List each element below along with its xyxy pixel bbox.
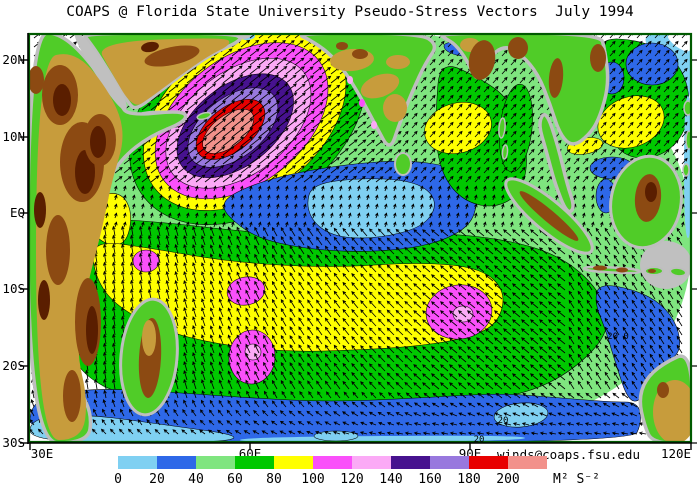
map-shape: [648, 269, 656, 273]
map-shape: [86, 306, 98, 354]
map-shape: [657, 382, 669, 398]
plot-title: COAPS @ Florida State University Pseudo-…: [66, 4, 634, 20]
colorbar-segment: [196, 456, 235, 469]
colorbar-tick-value: 100: [301, 472, 325, 487]
contour-label: 20: [473, 435, 485, 445]
map-shape: [501, 144, 509, 160]
map-shape: [34, 192, 46, 228]
map-shape: [28, 66, 44, 94]
colorbar-segment: [391, 456, 430, 469]
map-shape: [424, 102, 492, 154]
lat-tick-label: EQ: [9, 205, 25, 220]
lon-tick-label: 30E: [30, 446, 54, 461]
map-shape: [371, 121, 377, 129]
map-frame-and-ticks: [20, 32, 697, 450]
map-shape: [667, 33, 692, 52]
lat-tick-label: 20S: [2, 358, 25, 373]
map-shape: [519, 191, 579, 241]
colorbar-tick-value: 80: [266, 472, 282, 487]
map-shape: [63, 370, 81, 422]
colorbar-segment: [508, 456, 547, 469]
map-shape: [508, 37, 528, 59]
lat-tick-label: 20N: [2, 52, 25, 67]
lat-tick-label: 10N: [2, 129, 25, 144]
contour-label: 20 0: [607, 332, 629, 342]
map-shape: [141, 41, 159, 53]
lat-tick-label: 10S: [2, 281, 25, 296]
map-shape: [336, 42, 348, 50]
map-shape: [240, 435, 525, 443]
lat-tick-label: 30S: [2, 435, 25, 450]
colorbar-tick-value: 20: [149, 472, 165, 487]
colorbar-segment: [274, 456, 313, 469]
colorbar-segment: [352, 456, 391, 469]
map-shape: [90, 126, 106, 158]
map-shape: [359, 99, 365, 107]
island-socotra: [196, 111, 212, 121]
map-shape: [307, 178, 435, 239]
colorbar-tick-value: 40: [188, 472, 204, 487]
colorbar-segment: [430, 456, 469, 469]
map-shape: [144, 45, 200, 67]
map-shape: [625, 42, 679, 86]
map-shape: [38, 280, 50, 320]
plot-border: [27, 32, 693, 444]
red-sea-nodata: [74, 33, 127, 110]
colorbar-segment: [235, 456, 274, 469]
lon-tick-label: 120E: [660, 446, 692, 461]
colorbar-segment: [313, 456, 352, 469]
map-shape: [383, 94, 407, 122]
map-shape: [593, 265, 607, 271]
colorbar-tick-value: 200: [496, 472, 520, 487]
map-shape: [132, 249, 160, 273]
map-shape: [669, 266, 687, 278]
map-shape: [75, 150, 95, 194]
colorbar-segment: [469, 456, 508, 469]
map-shape: [46, 215, 70, 285]
map-shape: [616, 267, 628, 273]
colorbar-segment: [157, 456, 196, 469]
colorbar-tick-value: 140: [379, 472, 403, 487]
map-shape: [53, 84, 71, 116]
map-shape: [360, 73, 400, 99]
map-shape: [493, 402, 549, 428]
map-shape: [468, 40, 496, 80]
colorbar-unit: M² S⁻²: [553, 472, 600, 487]
colorbar: [118, 456, 547, 469]
map-shape: [682, 163, 690, 177]
map-shape: [498, 117, 506, 139]
map-shape: [347, 76, 353, 84]
map-shape: [352, 49, 368, 59]
map-shape: [142, 320, 156, 356]
arabia-desert-tan: [101, 38, 230, 105]
map-shape: [645, 182, 657, 202]
malay-peninsula: [538, 113, 575, 214]
map-shape: [386, 55, 410, 69]
colorbar-tick-value: 0: [114, 472, 122, 487]
colorbar-segment: [118, 456, 157, 469]
colorbar-tick-value: 160: [418, 472, 442, 487]
colorbar-tick-value: 60: [227, 472, 243, 487]
contour-label: 20: [497, 416, 509, 426]
colorbar-tick-value: 120: [340, 472, 364, 487]
map-shape: [548, 58, 564, 98]
landmasses: [28, 33, 692, 443]
colorbar-tick-value: 180: [457, 472, 481, 487]
map-shape: [590, 44, 606, 72]
island-sri-lanka: [394, 152, 412, 176]
